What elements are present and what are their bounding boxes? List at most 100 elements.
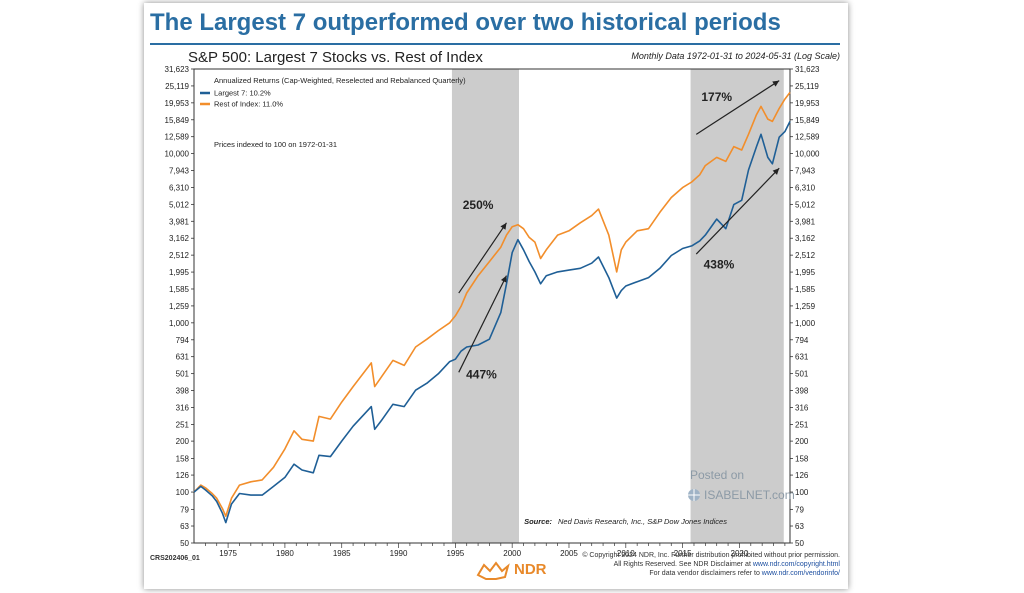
y-tick-label: 1,000 — [169, 319, 190, 328]
annotation-label: 250% — [463, 198, 494, 212]
y-tick-label: 501 — [176, 370, 190, 379]
y-tick-label: 7,943 — [169, 167, 190, 176]
y-tick-label-right: 3,981 — [795, 217, 816, 226]
arrow-head — [772, 168, 780, 175]
x-tick-label: 2000 — [503, 549, 521, 558]
y-tick-label: 398 — [176, 387, 190, 396]
x-tick-label: 1995 — [446, 549, 464, 558]
x-tick-label: 2005 — [560, 549, 578, 558]
y-tick-label: 3,162 — [169, 234, 190, 243]
y-tick-label-right: 12,589 — [795, 133, 820, 142]
chart-svg: 31,623 25,119 19,953 15,849 12,589 10,000 7,94… — [165, 65, 820, 558]
x-tick-label: 2010 — [617, 549, 635, 558]
series-line-largest-7 — [193, 121, 791, 524]
ndr-logo-text: NDR — [514, 561, 547, 578]
arrow-head — [500, 222, 507, 230]
ndr-bull-icon — [476, 561, 510, 580]
y-tick-label-right: 100 — [795, 488, 809, 497]
index-note: Prices indexed to 100 on 1972-01-31 — [214, 140, 337, 149]
y-tick-label: 100 — [176, 488, 190, 497]
y-tick-label-right: 50 — [795, 539, 804, 548]
y-tick-label-right: 126 — [795, 471, 809, 480]
y-tick-label-right: 631 — [795, 353, 809, 362]
y-tick-label-right: 158 — [795, 454, 809, 463]
y-tick-label: 631 — [176, 353, 190, 362]
y-tick-label: 79 — [180, 505, 189, 514]
annotation-label: 438% — [704, 257, 735, 271]
y-tick-label: 1,995 — [169, 268, 190, 277]
arrow-line — [695, 80, 780, 135]
y-tick-label: 2,512 — [169, 251, 190, 260]
copyright-line3-text: For data vendor disclaimers refer to — [649, 570, 762, 577]
y-tick-label: 25,119 — [165, 82, 189, 91]
y-tick-label-right: 7,943 — [795, 167, 816, 176]
y-tick-label-right: 1,995 — [795, 268, 816, 277]
y-tick-label-right: 6,310 — [795, 183, 816, 192]
y-tick-label: 3,981 — [169, 217, 190, 226]
y-tick-label: 5,012 — [169, 200, 190, 209]
y-tick-label-right: 5,012 — [795, 200, 816, 209]
y-tick-label-right: 15,849 — [795, 116, 820, 125]
copyright-line2-text: All Rights Reserved. See NDR Disclaimer … — [613, 561, 753, 568]
legend: Annualized Returns (Cap-Weighted, Resele… — [200, 76, 466, 149]
y-tick-label: 12,589 — [165, 133, 190, 142]
x-tick-label: 1975 — [219, 549, 237, 558]
y-tick-label-right: 794 — [795, 336, 809, 345]
shaded-periods — [451, 69, 784, 543]
y-tick-label: 6,310 — [169, 183, 190, 192]
x-axis: 1975 1980 1985 1990 1995 2000 2005 2010 2015 2020 — [205, 543, 786, 558]
watermark-globe-icon — [688, 489, 700, 501]
y-tick-label-right: 316 — [795, 404, 809, 413]
copyright-line2: All Rights Reserved. See NDR Disclaimer … — [582, 560, 840, 569]
copyright-link[interactable]: www.ndr.com/copyright.html — [752, 561, 840, 568]
y-tick-label-right: 19,953 — [795, 99, 820, 108]
ndr-logo: NDR — [472, 557, 562, 583]
y-tick-label: 158 — [176, 454, 190, 463]
y-tick-label-right: 63 — [795, 522, 804, 531]
copyright-line1: © Copyright 2024 NDR, Inc. Further distr… — [582, 552, 840, 559]
y-tick-label: 1,585 — [169, 285, 190, 294]
y-tick-label-right: 501 — [795, 370, 809, 379]
title-rule — [150, 43, 840, 45]
y-tick-label: 316 — [176, 404, 190, 413]
x-tick-label: 2015 — [674, 549, 692, 558]
source-text: Ned Davis Research, Inc., S&P Dow Jones … — [558, 517, 727, 526]
footer-code: CRS202406_01 — [150, 555, 200, 562]
x-tick-label: 2020 — [731, 549, 749, 558]
x-tick-label: 1980 — [276, 549, 294, 558]
chart-card: The Largest 7 outperformed over two hist… — [144, 3, 848, 589]
y-tick-label: 50 — [180, 539, 189, 548]
y-tick-label: 10,000 — [165, 150, 190, 159]
y-tick-label-right: 31,623 — [795, 65, 820, 74]
y-tick-label: 15,849 — [165, 116, 190, 125]
page-title: The Largest 7 outperformed over two hist… — [150, 9, 781, 36]
y-tick-label-right: 1,259 — [795, 302, 816, 311]
y-tick-label-right: 3,162 — [795, 234, 816, 243]
y-tick-label-right: 1,000 — [795, 319, 816, 328]
arrow-line — [695, 167, 780, 255]
y-tick-label-right: 79 — [795, 505, 804, 514]
legend-largest: Largest 7: 10.2% — [214, 89, 271, 98]
y-axis-left: 31,623 25,119 19,953 15,849 12,589 10,000 7,94… — [165, 65, 194, 548]
annotations: 250% 447% 177% 438% — [463, 90, 735, 381]
copyright: © Copyright 2024 NDR, Inc. Further distr… — [582, 551, 840, 578]
arrow-line — [458, 275, 508, 373]
y-tick-label-right: 251 — [795, 420, 809, 429]
arrow-head — [500, 275, 507, 283]
y-tick-label: 31,623 — [165, 65, 190, 74]
arrows — [458, 80, 780, 373]
legend-heading: Annualized Returns (Cap-Weighted, Resele… — [214, 76, 466, 85]
y-tick-label: 1,259 — [169, 302, 190, 311]
y-tick-label: 200 — [176, 437, 190, 446]
annotation-label: 447% — [466, 367, 497, 381]
chart-subtitle: S&P 500: Largest 7 Stocks vs. Rest of In… — [188, 49, 483, 66]
date-range: Monthly Data 1972-01-31 to 2024-05-31 (L… — [631, 51, 840, 61]
y-tick-label: 19,953 — [165, 99, 190, 108]
vendorinfo-link[interactable]: www.ndr.com/vendorinfo/ — [761, 570, 840, 577]
y-tick-label: 63 — [180, 522, 189, 531]
y-axis-right: 31,623 25,119 19,953 15,849 12,589 10,000 7,94… — [790, 65, 820, 548]
copyright-line3: For data vendor disclaimers refer to www… — [582, 569, 840, 578]
y-tick-label-right: 25,119 — [795, 82, 819, 91]
legend-rest: Rest of Index: 11.0% — [214, 100, 283, 109]
y-tick-label: 251 — [176, 420, 190, 429]
